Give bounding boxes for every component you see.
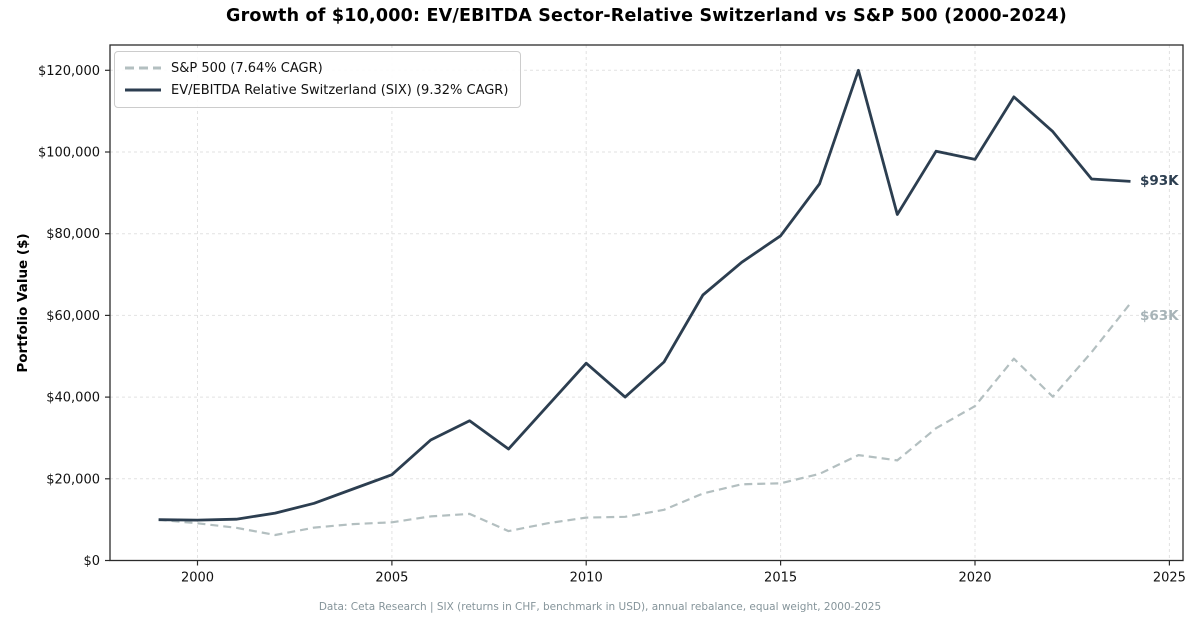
svg-text:2005: 2005 bbox=[375, 571, 408, 586]
end-value-label-sp500: $63K bbox=[1140, 308, 1179, 324]
source-footnote: Data: Ceta Research | SIX (returns in CH… bbox=[318, 601, 882, 613]
sp500-dashed-line-swatch bbox=[125, 66, 161, 70]
legend-item-switzerland: EV/EBITDA Relative Switzerland (SIX) (9.… bbox=[123, 79, 508, 101]
legend-item-sp500: S&P 500 (7.64% CAGR) bbox=[123, 57, 508, 79]
plot-border bbox=[109, 44, 1184, 562]
svg-text:$120,000: $120,000 bbox=[38, 64, 100, 79]
y-tick-labels: $0 $20,000 $40,000 $60,000 $80,000 $100,000 $1… bbox=[38, 64, 100, 569]
chart-title: Growth of $10,000: EV/EBITDA Sector-Rela… bbox=[226, 6, 1067, 26]
svg-text:$80,000: $80,000 bbox=[46, 227, 100, 242]
svg-text:$40,000: $40,000 bbox=[46, 391, 100, 406]
legend-label: S&P 500 (7.64% CAGR) bbox=[171, 60, 323, 76]
svg-text:$20,000: $20,000 bbox=[46, 472, 100, 487]
x-tick-labels: 2000 2005 2010 2015 2020 2025 bbox=[181, 571, 1186, 586]
svg-text:$0: $0 bbox=[83, 554, 100, 569]
svg-text:2010: 2010 bbox=[570, 571, 603, 586]
series-line-1 bbox=[158, 68, 1131, 522]
svg-text:2020: 2020 bbox=[958, 571, 991, 586]
axis-ticks bbox=[105, 69, 1171, 566]
svg-text:$100,000: $100,000 bbox=[38, 146, 100, 161]
svg-text:2015: 2015 bbox=[764, 571, 797, 586]
gridlines bbox=[110, 45, 1183, 561]
svg-text:2000: 2000 bbox=[181, 571, 214, 586]
switzerland-solid-line-swatch bbox=[125, 88, 161, 92]
svg-text:$60,000: $60,000 bbox=[46, 309, 100, 324]
end-value-label-switzerland: $93K bbox=[1140, 173, 1179, 189]
legend-label: EV/EBITDA Relative Switzerland (SIX) (9.… bbox=[171, 82, 509, 98]
legend: S&P 500 (7.64% CAGR) EV/EBITDA Relative … bbox=[114, 51, 522, 108]
series-line-0 bbox=[158, 302, 1132, 537]
svg-text:2025: 2025 bbox=[1153, 571, 1186, 586]
